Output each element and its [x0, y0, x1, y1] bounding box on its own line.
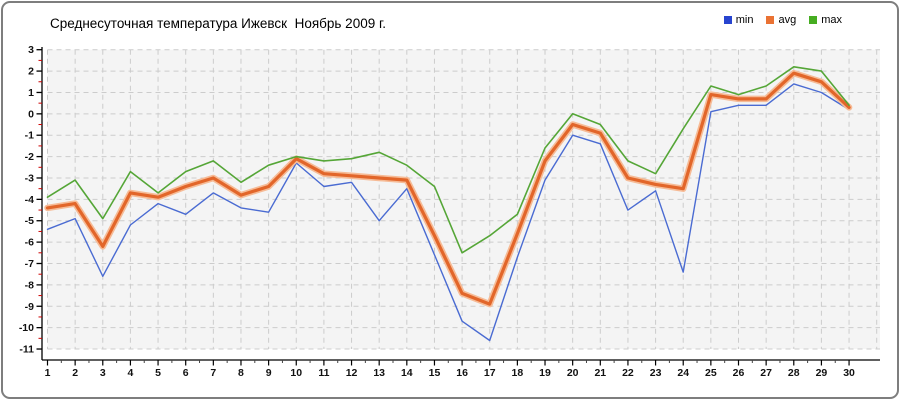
svg-text:-9: -9 [25, 301, 34, 313]
legend-label: min [735, 14, 754, 26]
svg-text:23: 23 [650, 367, 662, 379]
legend-label: avg [778, 14, 797, 26]
svg-text:0: 0 [28, 108, 34, 120]
svg-text:5: 5 [155, 367, 161, 379]
svg-text:21: 21 [594, 367, 606, 379]
svg-text:17: 17 [484, 367, 496, 379]
svg-text:11: 11 [318, 367, 329, 379]
svg-text:15: 15 [429, 367, 441, 379]
svg-text:28: 28 [788, 367, 800, 379]
legend-item-avg: avg [766, 14, 796, 26]
legend-swatch-min [723, 16, 732, 24]
svg-text:25: 25 [705, 367, 717, 379]
legend: min avg max [723, 14, 842, 26]
svg-text:18: 18 [512, 367, 524, 379]
svg-text:13: 13 [373, 367, 385, 379]
chart-title: Среднесуточная температура Ижевск Ноябрь… [50, 16, 386, 31]
svg-text:2: 2 [28, 66, 34, 78]
svg-text:29: 29 [816, 367, 828, 379]
svg-text:9: 9 [266, 367, 272, 379]
svg-text:7: 7 [210, 367, 216, 379]
x-axis-labels: 1 2 3 4 5 6 7 8 9 10 11 12 13 14 15 16 17 18 19 20 21 22 23 24 2… [45, 360, 855, 379]
svg-text:-1: -1 [25, 130, 34, 142]
legend-swatch-avg [766, 16, 775, 24]
svg-text:-7: -7 [25, 258, 34, 270]
svg-text:3: 3 [28, 44, 34, 56]
svg-text:1: 1 [45, 367, 51, 379]
svg-text:16: 16 [456, 367, 468, 379]
min-series-line [46, 83, 850, 342]
legend-swatch-max [809, 16, 818, 24]
svg-text:14: 14 [401, 367, 413, 379]
legend-label: max [821, 14, 842, 26]
legend-item-min: min [723, 14, 754, 26]
svg-text:-6: -6 [25, 237, 34, 249]
svg-text:19: 19 [539, 367, 551, 379]
svg-text:22: 22 [622, 367, 634, 379]
avg-series-line [45, 71, 851, 306]
svg-text:6: 6 [183, 367, 189, 379]
svg-text:1: 1 [28, 87, 34, 99]
svg-text:8: 8 [238, 367, 244, 379]
svg-text:10: 10 [290, 367, 302, 379]
svg-text:-11: -11 [19, 344, 34, 356]
svg-text:-3: -3 [25, 172, 34, 184]
svg-text:20: 20 [567, 367, 579, 379]
svg-text:3: 3 [100, 367, 106, 379]
gridlines [47, 49, 880, 350]
svg-text:-2: -2 [25, 151, 34, 163]
axes [41, 47, 880, 361]
svg-text:27: 27 [760, 367, 772, 379]
svg-text:30: 30 [843, 367, 855, 379]
svg-text:4: 4 [127, 367, 133, 379]
svg-text:-4: -4 [25, 194, 34, 206]
legend-item-max: max [809, 14, 842, 26]
max-series-line [46, 66, 850, 254]
svg-text:2: 2 [72, 367, 78, 379]
svg-text:12: 12 [346, 367, 358, 379]
svg-text:24: 24 [677, 367, 689, 379]
svg-text:-10: -10 [19, 322, 34, 334]
svg-text:-8: -8 [25, 279, 34, 291]
svg-text:26: 26 [733, 367, 745, 379]
svg-text:-5: -5 [25, 215, 34, 227]
